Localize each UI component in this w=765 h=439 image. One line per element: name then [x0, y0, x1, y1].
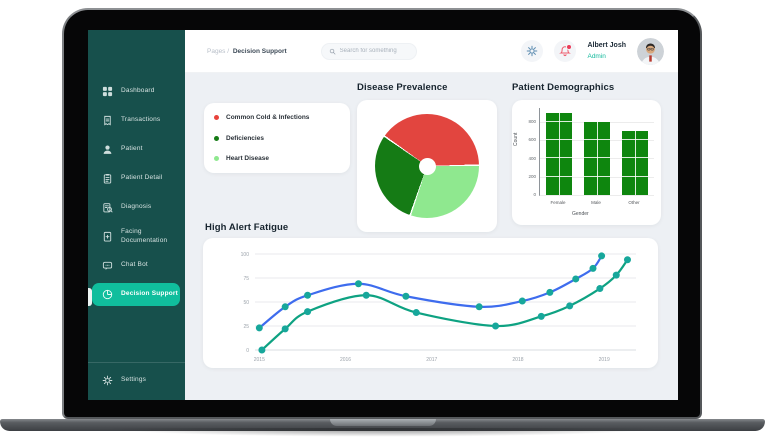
sidebar-item-patient-detail[interactable]: Patient Detail: [92, 167, 180, 190]
svg-text:2016: 2016: [340, 357, 351, 363]
legend-dot: [214, 115, 219, 120]
sidebar-item-label: Patient: [121, 145, 143, 153]
line-chart: 0 25 50 75 100 2015 2016 2017 2018 2019: [241, 252, 636, 363]
svg-text:2015: 2015: [254, 357, 265, 363]
bar-chart-card: Count 0 200 400 600 800 Female Male Other Gend…: [512, 100, 661, 225]
svg-text:2019: 2019: [599, 357, 610, 363]
bar-chart-title: Patient Demographics: [512, 82, 615, 93]
sidebar-item-label: Dashboard: [121, 87, 155, 95]
sidebar-item-label: Decision Support: [121, 290, 179, 298]
svg-text:75: 75: [243, 276, 249, 282]
file-plus-icon: [102, 231, 113, 242]
svg-text:25: 25: [243, 324, 249, 330]
bar-y-tick: 800: [528, 118, 536, 124]
line-chart-card: 0 25 50 75 100 2015 2016 2017 2018 2019: [203, 238, 658, 368]
legend-dot: [214, 156, 219, 161]
svg-text:0: 0: [246, 348, 249, 354]
search-input[interactable]: [339, 48, 409, 54]
user-block[interactable]: Albert Josh Admin: [587, 42, 626, 59]
user-name: Albert Josh: [587, 42, 626, 50]
legend-item-deficiencies: Deficiencies: [214, 135, 340, 142]
sidebar-item-chat-bot[interactable]: Chat Bot: [92, 254, 180, 277]
legend-dot: [214, 135, 219, 141]
pie-legend-card: Common Cold & Infections Deficiencies Hear…: [204, 103, 350, 173]
bar-x-tick: Female: [550, 200, 566, 205]
clipboard-icon: [102, 173, 113, 184]
breadcrumb-current: Decision Support: [232, 47, 287, 55]
header-actions: Albert Josh Admin: [521, 37, 664, 65]
svg-text:2018: 2018: [512, 357, 523, 363]
top-bar: Pages / Decision Support: [185, 30, 678, 73]
bar-x-tick: Other: [628, 200, 640, 205]
pie-chart-card: [357, 100, 497, 232]
laptop-shadow: [40, 428, 725, 439]
search-icon: [329, 48, 336, 54]
pie-chart: [375, 114, 479, 218]
sidebar-item-label: Transactions: [121, 116, 161, 124]
svg-text:2017: 2017: [426, 357, 437, 363]
legend-label: Common Cold & Infections: [226, 114, 310, 121]
legend-item-common-cold-infections: Common Cold & Infections: [214, 114, 340, 121]
sidebar-item-label: Diagnosis: [121, 203, 152, 211]
clipboard-search-icon: [102, 202, 113, 213]
sidebar-item-patient[interactable]: Patient: [92, 138, 180, 161]
bar-female: [546, 112, 572, 195]
gear-icon: [102, 375, 113, 386]
bar-other: [622, 130, 648, 195]
notification-dot: [566, 44, 573, 50]
breadcrumb-section: Pages /: [207, 47, 230, 55]
bar-chart: [539, 108, 654, 196]
bar-y-tick: 600: [528, 137, 536, 143]
active-indicator: [88, 288, 92, 306]
svg-text:100: 100: [241, 252, 250, 258]
chat-icon: [102, 260, 113, 271]
laptop-base-notch: [330, 419, 436, 426]
sidebar-item-facing-documentation[interactable]: Facing Documentation: [92, 225, 180, 248]
bar-y-tick: 0: [533, 192, 536, 198]
sidebar-menu: Dashboard Transactions Patient Patient Deta…: [88, 80, 185, 312]
app-window: Dashboard Transactions Patient Patient Deta…: [88, 30, 678, 400]
search-box[interactable]: [320, 42, 417, 60]
dashboard-content: Common Cold & Infections Deficiencies Hear…: [185, 73, 678, 400]
line-chart-title: High Alert Fatigue: [205, 222, 289, 233]
bar-x-axis-label: Gender: [572, 211, 589, 217]
bar-y-tick: 400: [528, 155, 536, 161]
notifications-button[interactable]: [554, 40, 577, 62]
sidebar-item-transactions[interactable]: Transactions: [92, 109, 180, 132]
grid-icon: [102, 86, 113, 97]
legend-label: Heart Disease: [226, 155, 269, 162]
sidebar-item-dashboard[interactable]: Dashboard: [92, 80, 180, 103]
breadcrumb: Pages / Decision Support: [207, 48, 287, 55]
sidebar-item-decision-support[interactable]: Decision Support: [88, 283, 180, 306]
sidebar-item-diagnosis[interactable]: Diagnosis: [92, 196, 180, 219]
avatar-image: [637, 37, 664, 65]
bar-x-tick: Male: [591, 200, 601, 205]
legend-item-heart-disease: Heart Disease: [214, 155, 340, 162]
receipt-icon: [102, 115, 113, 126]
gear-icon: [527, 45, 538, 57]
pie-icon: [102, 289, 113, 300]
legend-label: Deficiencies: [226, 134, 264, 142]
bar-y-tick: 200: [528, 173, 536, 179]
sidebar-item-label: Settings: [121, 376, 147, 384]
bar-male: [584, 121, 610, 195]
user-role: Admin: [587, 52, 606, 60]
sidebar-footer: Settings: [88, 362, 185, 400]
sidebar: Dashboard Transactions Patient Patient Deta…: [88, 30, 185, 400]
sidebar-item-label: Facing Documentation: [121, 228, 168, 244]
person-icon: [102, 144, 113, 155]
sidebar-item-label: Patient Detail: [121, 174, 163, 182]
sidebar-item-settings[interactable]: Settings: [92, 369, 180, 392]
header-settings-button[interactable]: [521, 40, 544, 62]
svg-text:50: 50: [243, 300, 249, 306]
avatar[interactable]: [637, 37, 664, 65]
sidebar-item-label: Chat Bot: [121, 261, 148, 269]
pie-chart-title: Disease Prevalence: [357, 82, 448, 93]
